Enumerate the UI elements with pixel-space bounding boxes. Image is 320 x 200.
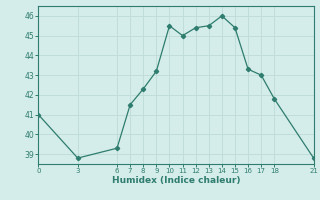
X-axis label: Humidex (Indice chaleur): Humidex (Indice chaleur)	[112, 176, 240, 185]
